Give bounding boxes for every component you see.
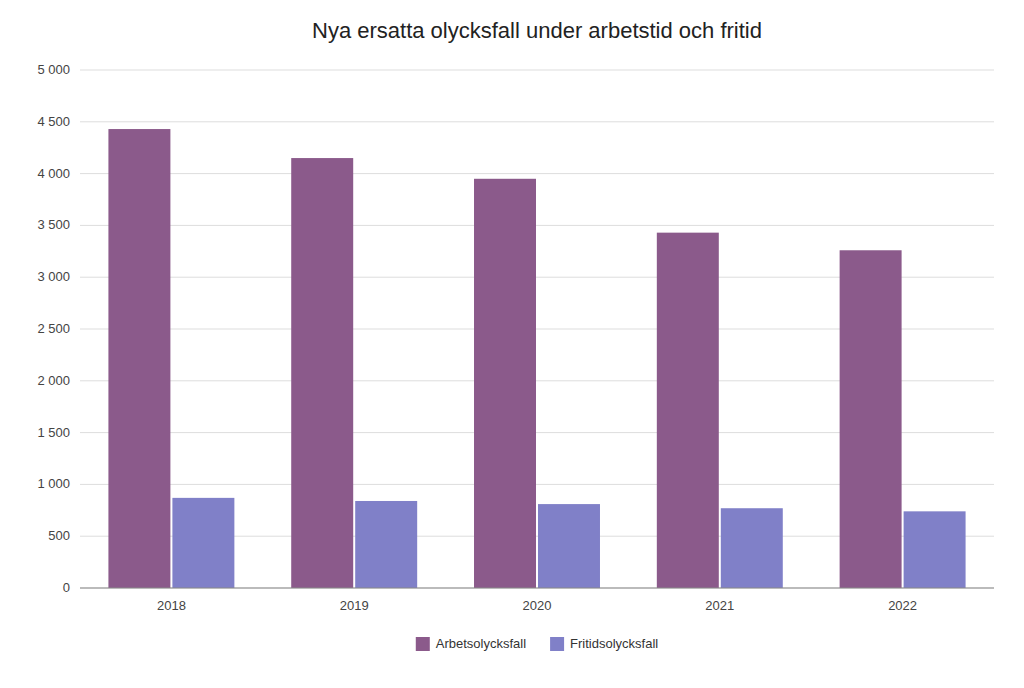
x-tick-label: 2018: [157, 598, 186, 613]
y-tick-label: 4 500: [37, 114, 70, 129]
bars: [108, 129, 965, 588]
y-tick-label: 1 000: [37, 476, 70, 491]
y-tick-label: 4 000: [37, 166, 70, 181]
grid-line: [80, 121, 994, 122]
bar: [172, 498, 234, 588]
y-tick-label: 3 500: [37, 217, 70, 232]
grid-line: [80, 173, 994, 174]
x-tick-label: 2020: [523, 598, 552, 613]
legend-label: Fritidsolycksfall: [570, 636, 658, 651]
bar: [904, 511, 966, 588]
x-tick-label: 2022: [888, 598, 917, 613]
bar: [108, 129, 170, 588]
legend: Arbetsolycksfall Fritidsolycksfall: [416, 636, 659, 651]
bar: [474, 179, 536, 588]
y-axis: 0 500 1 000 1 500 2 000 2 500 3 000 3 500 4 000 4…: [37, 62, 994, 595]
grid-line: [80, 588, 994, 589]
legend-label: Arbetsolycksfall: [436, 636, 526, 651]
bar: [291, 158, 353, 588]
y-tick-label: 5 000: [37, 62, 70, 77]
title: Nya ersatta olycksfall under arbetstid o…: [312, 18, 762, 43]
y-tick-label: 2 500: [37, 321, 70, 336]
y-tick-label: 0: [63, 580, 70, 595]
bar: [355, 501, 417, 588]
page: {"chart_data": {"type": "bar", "title": …: [0, 0, 1024, 688]
x-axis-line: [80, 588, 994, 589]
legend-swatch: [416, 637, 430, 651]
y-tick-label: 500: [48, 528, 70, 543]
bar: [840, 250, 902, 588]
bar: [721, 508, 783, 588]
y-tick-label: 2 000: [37, 373, 70, 388]
bar: [657, 233, 719, 588]
x-axis: 2018 2019 2020 2021 2022: [157, 598, 917, 613]
y-tick-label: 1 500: [37, 425, 70, 440]
y-tick-label: 3 000: [37, 269, 70, 284]
x-tick-label: 2021: [705, 598, 734, 613]
chart: Nya ersatta olycksfall under arbetstid o…: [0, 0, 1024, 688]
x-tick-label: 2019: [340, 598, 369, 613]
grid-line: [80, 225, 994, 226]
grid-line: [80, 70, 994, 71]
bar: [538, 504, 600, 588]
legend-swatch: [550, 637, 564, 651]
